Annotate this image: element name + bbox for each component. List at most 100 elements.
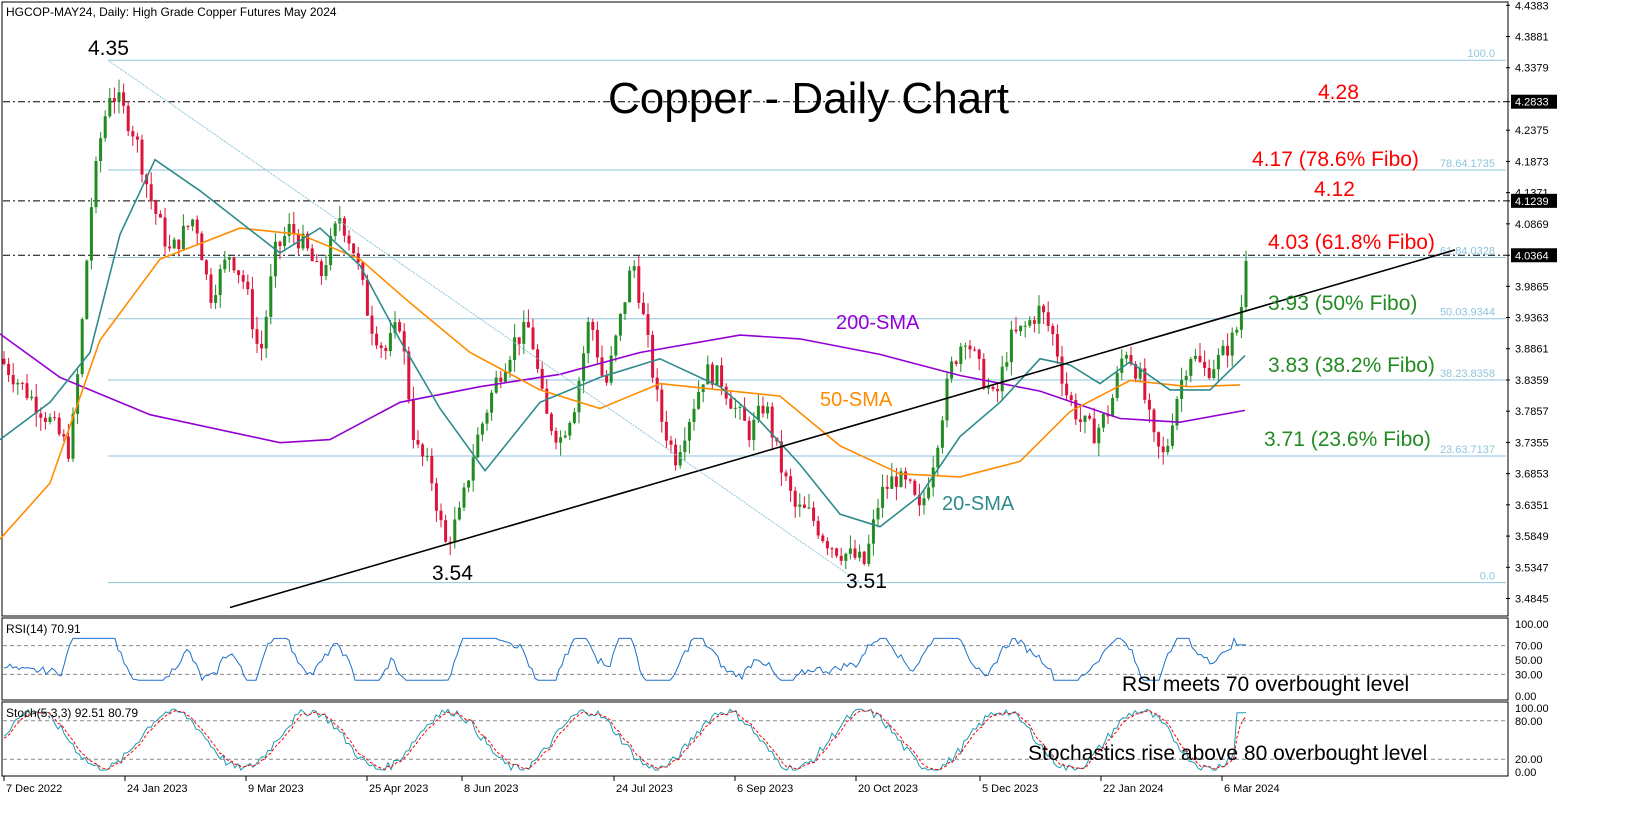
candle-body bbox=[1005, 362, 1009, 367]
candle-body bbox=[913, 480, 917, 495]
candle-body bbox=[853, 548, 857, 558]
candle-body bbox=[798, 504, 802, 507]
candle-body bbox=[848, 548, 852, 554]
price-badge bbox=[1511, 193, 1557, 208]
candle-body bbox=[241, 275, 245, 282]
candle-body bbox=[379, 345, 383, 349]
fib-level-label: 50.03.9344 bbox=[1440, 307, 1495, 319]
candle-body bbox=[973, 349, 977, 351]
candle-body bbox=[1157, 432, 1161, 447]
candle-body bbox=[1170, 425, 1174, 446]
candle-body bbox=[503, 371, 507, 382]
candle-body bbox=[784, 472, 788, 477]
candle-body bbox=[1088, 415, 1092, 419]
candle-body bbox=[816, 520, 820, 536]
candle-body bbox=[968, 345, 972, 350]
candle-body bbox=[1101, 413, 1105, 428]
candle-body bbox=[1065, 383, 1069, 396]
candle-body bbox=[1124, 354, 1128, 359]
candle-body bbox=[246, 281, 250, 290]
candle-body bbox=[388, 332, 392, 352]
fib-level-label: 100.0 bbox=[1467, 48, 1495, 60]
candle-body bbox=[885, 486, 889, 489]
price-tick-label: 3.5347 bbox=[1515, 562, 1549, 574]
candle-body bbox=[922, 498, 926, 506]
candle-body bbox=[858, 551, 862, 558]
candle-body bbox=[2, 358, 6, 364]
candle-body bbox=[720, 365, 724, 387]
price-badge-label: 4.1239 bbox=[1515, 196, 1549, 208]
candle-body bbox=[310, 248, 314, 262]
candle-body bbox=[398, 322, 402, 332]
price-tick-label: 3.6351 bbox=[1515, 500, 1549, 512]
candle-body bbox=[871, 519, 875, 544]
price-tick-label: 3.6853 bbox=[1515, 469, 1549, 481]
candle-body bbox=[881, 486, 885, 508]
candle-body bbox=[756, 405, 760, 420]
moving-averages bbox=[0, 158, 1246, 540]
candle-body bbox=[522, 322, 526, 344]
symbol-header: HGCOP-MAY24, Daily: High Grade Copper Fu… bbox=[6, 5, 337, 19]
price-tick-label: 3.8861 bbox=[1515, 344, 1549, 356]
candle-body bbox=[365, 279, 369, 316]
candle-body bbox=[1212, 369, 1216, 378]
candle-body bbox=[867, 543, 871, 564]
price-tick-label: 4.2375 bbox=[1515, 125, 1549, 137]
candle-body bbox=[71, 413, 75, 459]
candle-body bbox=[278, 241, 282, 247]
candle-body bbox=[1184, 375, 1188, 381]
candle-body bbox=[664, 421, 668, 441]
candle-body bbox=[996, 388, 1000, 392]
candles bbox=[2, 79, 1248, 570]
candle-body bbox=[94, 161, 98, 208]
price-badge-label: 4.0364 bbox=[1515, 250, 1549, 262]
candle-body bbox=[789, 476, 793, 491]
sma-line bbox=[0, 158, 1246, 528]
candle-body bbox=[1083, 415, 1087, 422]
candle-body bbox=[733, 407, 737, 409]
rsi-note: RSI meets 70 overbought level bbox=[1122, 673, 1409, 696]
price-tick-label: 4.4383 bbox=[1515, 0, 1549, 12]
candle-body bbox=[526, 322, 530, 328]
candle-body bbox=[273, 241, 277, 277]
fib-level-label: 0.0 bbox=[1480, 571, 1495, 583]
candle-body bbox=[315, 261, 319, 263]
candle-body bbox=[812, 507, 816, 521]
resistance-428-label: 4.28 bbox=[1318, 81, 1359, 104]
candle-body bbox=[549, 413, 553, 431]
candle-body bbox=[1115, 372, 1119, 398]
candle-body bbox=[927, 487, 931, 499]
candle-body bbox=[11, 375, 15, 385]
candle-body bbox=[421, 444, 425, 457]
candle-body bbox=[982, 358, 986, 389]
date-label: 24 Jan 2023 bbox=[127, 783, 188, 795]
stoch-label: Stoch(5,3,3) 92.51 80.79 bbox=[6, 706, 138, 720]
candle-body bbox=[494, 377, 498, 393]
candle-body bbox=[172, 239, 176, 249]
candle-body bbox=[292, 224, 296, 235]
candle-body bbox=[945, 378, 949, 421]
ascending-trendline bbox=[229, 249, 1456, 609]
candle-body bbox=[375, 333, 379, 346]
candle-body bbox=[904, 471, 908, 480]
sma-line bbox=[0, 227, 1241, 540]
stoch-d-line bbox=[3, 709, 1247, 771]
stoch-tick-label: 80.00 bbox=[1515, 716, 1543, 728]
date-label: 22 Jan 2024 bbox=[1103, 783, 1164, 795]
candle-body bbox=[7, 363, 11, 376]
candle-body bbox=[646, 314, 650, 335]
candle-body bbox=[140, 139, 144, 175]
candle-body bbox=[1069, 395, 1073, 401]
candle-body bbox=[186, 225, 190, 227]
candle-body bbox=[899, 471, 903, 487]
candle-body bbox=[752, 419, 756, 441]
candle-body bbox=[117, 92, 121, 102]
candle-body bbox=[577, 380, 581, 413]
candle-body bbox=[342, 218, 346, 236]
candle-body bbox=[126, 105, 130, 132]
fib-level-label: 23.63.7137 bbox=[1440, 444, 1495, 456]
candle-body bbox=[416, 439, 420, 445]
fib-382-label: 3.83 (38.2% Fibo) bbox=[1268, 354, 1435, 377]
candle-body bbox=[678, 452, 682, 466]
sma-line bbox=[0, 333, 1246, 444]
